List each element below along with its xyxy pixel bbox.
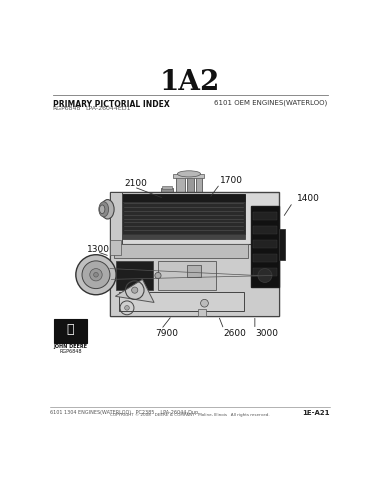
Bar [198, 310, 206, 315]
Text: RGP6848: RGP6848 [53, 106, 81, 111]
Bar [279, 229, 285, 260]
Circle shape [201, 300, 209, 307]
Bar [119, 292, 244, 311]
Bar [251, 206, 279, 287]
Text: COPYRIGHT © 2008   DEERE & COMPANY   Moline, Illinois   All rights reserved.: COPYRIGHT © 2008 DEERE & COMPANY Moline,… [110, 413, 270, 417]
Text: PRIMARY PICTORIAL INDEX: PRIMARY PICTORIAL INDEX [53, 100, 169, 109]
Bar [116, 261, 153, 290]
Bar [187, 177, 194, 199]
Ellipse shape [177, 171, 201, 177]
Bar [162, 186, 172, 189]
Circle shape [132, 287, 138, 293]
Circle shape [258, 269, 272, 282]
Bar [161, 188, 173, 199]
Text: JOHN DEERE: JOHN DEERE [53, 344, 88, 349]
Bar [122, 234, 245, 239]
Bar [196, 177, 202, 199]
Bar [122, 202, 245, 234]
Ellipse shape [99, 205, 105, 214]
Bar [174, 174, 204, 179]
Text: 2600: 2600 [224, 329, 247, 338]
Bar [110, 240, 121, 255]
Ellipse shape [99, 202, 109, 217]
Bar [253, 240, 278, 248]
Text: 1300: 1300 [87, 245, 110, 254]
Bar [176, 177, 185, 199]
Text: 1E-A21: 1E-A21 [302, 410, 330, 416]
Bar [253, 268, 278, 276]
Bar [253, 226, 278, 234]
Circle shape [82, 261, 110, 288]
Bar [158, 261, 216, 290]
Text: RGP6848: RGP6848 [59, 348, 82, 354]
Bar [110, 192, 279, 315]
Text: 6101 1304 ENGINES(WATERLOO)   PC2385    LPA-26044-Dup.: 6101 1304 ENGINES(WATERLOO) PC2385 LPA-2… [50, 410, 200, 415]
Ellipse shape [101, 200, 114, 219]
Bar [253, 212, 278, 220]
Polygon shape [115, 279, 154, 302]
Text: 1A2: 1A2 [160, 69, 220, 96]
Bar [114, 244, 248, 258]
Text: 1400: 1400 [297, 194, 319, 203]
Circle shape [76, 255, 116, 295]
Text: 6101 OEM ENGINES(WATERLOO): 6101 OEM ENGINES(WATERLOO) [214, 100, 328, 107]
Circle shape [155, 273, 161, 278]
Text: 🦌: 🦌 [67, 323, 74, 336]
Bar [54, 319, 87, 343]
Bar [110, 244, 279, 315]
Circle shape [93, 273, 98, 277]
Circle shape [90, 269, 102, 281]
Text: 7900: 7900 [155, 329, 178, 338]
Bar [187, 265, 201, 277]
Text: LPA-26044ED1: LPA-26044ED1 [85, 106, 131, 111]
Bar [253, 254, 278, 262]
Text: 2100: 2100 [125, 179, 148, 188]
Bar [122, 194, 245, 202]
Circle shape [125, 306, 129, 310]
Text: 3000: 3000 [255, 329, 278, 338]
Text: 1700: 1700 [220, 176, 243, 184]
Bar [110, 192, 122, 246]
